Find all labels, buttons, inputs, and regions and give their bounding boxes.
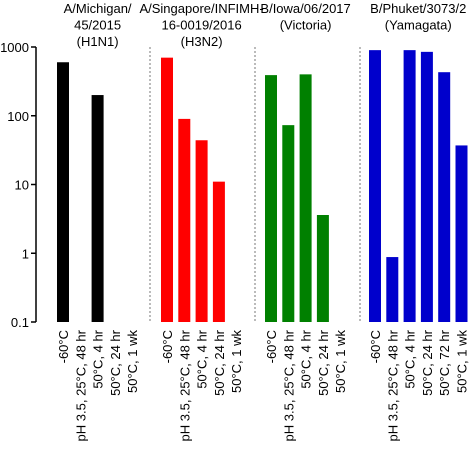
bar — [195, 140, 208, 322]
group-title: (H3N2) — [181, 34, 223, 49]
x-tick-label: 50°C, 1 wk — [333, 330, 348, 394]
x-tick-label: 50°C, 72 hr — [437, 329, 452, 396]
x-tick-label: pH 3.5, 25°C, 48 hr — [73, 329, 88, 441]
bar — [403, 50, 416, 323]
bar — [57, 62, 69, 322]
x-tick-label: -60°C — [264, 330, 279, 363]
group-title: 16-0019/2016 — [161, 18, 241, 33]
bar — [369, 50, 381, 323]
x-tick-label: pH 3.5, 25°C, 48 hr — [177, 329, 192, 441]
group-title: B/Phuket/3073/2 — [370, 1, 466, 16]
y-tick-label: 10 — [15, 178, 29, 193]
x-tick-label: 50°C, 24 hr — [108, 329, 123, 396]
group-title: B/Iowa/06/2017 — [260, 1, 350, 16]
group-title: (H1N1) — [77, 34, 119, 49]
group-title: A/Michigan/ — [64, 1, 132, 16]
x-tick-label: 50°C, 1 wk — [229, 330, 244, 394]
x-tick-label: 50°C, 4 hr — [403, 329, 418, 388]
x-tick-label: -60°C — [368, 330, 383, 363]
x-tick-label: 50°C, 4 hr — [299, 329, 314, 388]
y-tick-label: 100 — [7, 109, 29, 124]
x-tick-label: 50°C, 4 hr — [91, 329, 106, 388]
x-tick-label: pH 3.5, 25°C, 48 hr — [281, 329, 296, 441]
bar — [178, 118, 191, 322]
x-tick-label: 50°C, 1 wk — [455, 330, 470, 394]
y-tick-label: 1000 — [0, 40, 29, 55]
group-title: A/Singapore/INFIMH- — [139, 1, 263, 16]
bar — [438, 72, 451, 323]
bar — [420, 51, 433, 322]
x-tick-label: 50°C, 4 hr — [195, 329, 210, 388]
y-tick-label: 1 — [22, 246, 29, 261]
x-tick-label: 50°C, 24 hr — [316, 329, 331, 396]
x-tick-label: pH 3.5, 25°C, 48 hr — [385, 329, 400, 441]
bar — [265, 75, 277, 322]
y-tick-label: 0.1 — [11, 315, 29, 330]
x-tick-label: 50°C, 1 wk — [125, 330, 140, 394]
bar — [282, 125, 295, 323]
bar — [91, 95, 104, 322]
x-tick-label: -60°C — [56, 330, 71, 363]
bar — [212, 181, 225, 322]
bar — [386, 257, 399, 322]
x-tick-label: 50°C, 24 hr — [212, 329, 227, 396]
bar — [455, 145, 468, 322]
bar — [299, 74, 312, 323]
bar — [316, 215, 329, 322]
x-tick-label: -60°C — [160, 330, 175, 363]
group-title: (Yamagata) — [385, 18, 452, 33]
group-title: (Victoria) — [280, 18, 332, 33]
group-title: 45/2015 — [74, 18, 121, 33]
x-tick-label: 50°C, 24 hr — [420, 329, 435, 396]
bar — [161, 57, 173, 323]
